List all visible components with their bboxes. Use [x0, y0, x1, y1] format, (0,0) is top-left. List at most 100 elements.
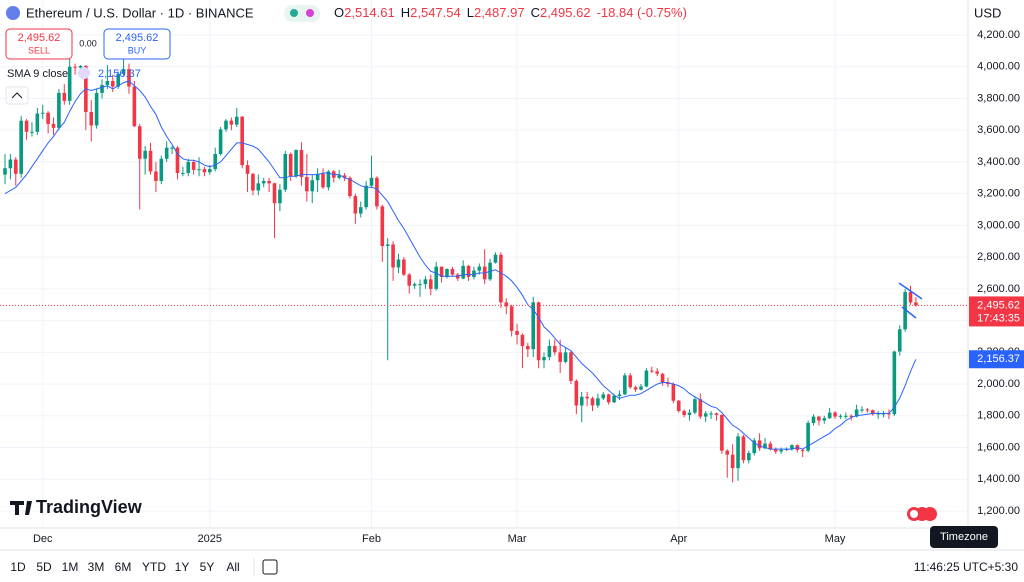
- candle-body: [310, 180, 315, 192]
- countdown: 17:43:35: [977, 312, 1020, 324]
- candle-body: [261, 180, 266, 184]
- legend-key: H: [401, 5, 410, 20]
- y-tick-label: 4,000.00: [977, 61, 1020, 73]
- range-button[interactable]: 5Y: [200, 560, 215, 574]
- y-tick-label: 2,600.00: [977, 283, 1020, 295]
- candle-body: [272, 183, 277, 204]
- candle-body: [671, 384, 676, 401]
- candle-body: [881, 413, 886, 415]
- candle-body: [100, 84, 104, 93]
- range-button[interactable]: 6M: [115, 560, 132, 574]
- sma-settings[interactable]: [78, 67, 90, 79]
- y-tick-label: 3,400.00: [977, 156, 1020, 168]
- candle-body: [143, 150, 147, 159]
- y-tick-label: 1,200.00: [977, 505, 1020, 517]
- legend-value: 2,495.62: [540, 5, 591, 20]
- candle-body: [650, 370, 654, 372]
- candle-body: [305, 177, 309, 192]
- candle-body: [515, 330, 519, 335]
- y-tick-label: 3,800.00: [977, 92, 1020, 104]
- candle-body: [520, 334, 525, 346]
- market-status: [290, 9, 298, 17]
- candle-body: [714, 413, 719, 416]
- candle-body: [811, 416, 816, 423]
- candle-body: [283, 154, 288, 190]
- candle-body: [380, 206, 385, 247]
- candle-body: [558, 352, 562, 362]
- candle-body: [337, 175, 341, 178]
- brand: TradingView: [36, 497, 143, 517]
- candle-body: [197, 169, 201, 171]
- candle-body: [202, 169, 207, 173]
- data-status: [306, 9, 314, 17]
- candle-body: [617, 394, 622, 396]
- candle-body: [504, 302, 509, 307]
- range-button[interactable]: 5D: [36, 560, 52, 574]
- flags: [907, 507, 937, 521]
- candle-body: [208, 169, 212, 173]
- currency[interactable]: USD: [974, 5, 1001, 20]
- candle-body: [865, 409, 870, 411]
- x-tick-label: Mar: [508, 533, 527, 545]
- candle-body: [3, 168, 7, 175]
- candle-body: [827, 412, 832, 419]
- candle-body: [730, 454, 735, 469]
- x-tick-label: Apr: [670, 533, 687, 545]
- candle-body: [30, 131, 34, 133]
- candle-body: [402, 259, 406, 275]
- candle-body: [639, 386, 643, 390]
- y-tick-label: 2,000.00: [977, 378, 1020, 390]
- y-tick-label: 2,800.00: [977, 251, 1020, 263]
- buy-button[interactable]: [103, 28, 171, 60]
- plot-area: [0, 49, 968, 483]
- trend-drawing[interactable]: [898, 282, 923, 300]
- candle-body: [585, 396, 589, 399]
- candle-body: [887, 413, 891, 415]
- candle-body: [418, 284, 422, 286]
- trend-drawing[interactable]: [901, 306, 917, 319]
- candle-body: [849, 415, 854, 417]
- range-button[interactable]: 3M: [88, 560, 105, 574]
- status-pill[interactable]: [284, 5, 320, 22]
- range-button[interactable]: 1D: [10, 560, 26, 574]
- candle-body: [703, 413, 708, 417]
- candle-body: [40, 112, 45, 114]
- candle-body: [137, 126, 142, 159]
- candle-body: [682, 411, 686, 416]
- candle-body: [407, 274, 412, 286]
- buy-label: BUY: [128, 45, 147, 55]
- candle-body: [579, 396, 584, 406]
- candle-body: [844, 415, 848, 417]
- collapse-button[interactable]: [5, 86, 29, 105]
- clock[interactable]: 11:46:25 UTC+5:30: [914, 560, 1019, 574]
- candle-body: [132, 86, 137, 127]
- candle-body: [644, 370, 649, 387]
- sell-button[interactable]: [5, 28, 73, 60]
- date-range-button[interactable]: [262, 559, 278, 575]
- candle-body: [186, 161, 191, 174]
- candle-body: [822, 418, 827, 421]
- symbol-icon: [6, 6, 20, 20]
- tooltip-text: Timezone: [940, 531, 988, 543]
- candle-body: [218, 129, 223, 154]
- range-button[interactable]: YTD: [142, 560, 166, 574]
- last-price-box: [969, 296, 1024, 327]
- candle-body: [472, 270, 476, 277]
- candle-body: [892, 351, 897, 415]
- brand-logo: [10, 501, 32, 515]
- toolbar: [0, 550, 1024, 582]
- candle-body: [747, 453, 751, 461]
- y-tick-label: 1,400.00: [977, 473, 1020, 485]
- candle-body: [687, 412, 692, 416]
- candle-body: [321, 173, 325, 188]
- range-button[interactable]: 1M: [62, 560, 79, 574]
- candle-body: [509, 306, 514, 331]
- candle-body: [191, 161, 196, 170]
- range-button[interactable]: All: [226, 560, 239, 574]
- candle-body: [817, 416, 821, 421]
- candle-body: [288, 154, 293, 177]
- candle-body: [445, 269, 449, 277]
- range-button[interactable]: 1Y: [175, 560, 190, 574]
- candle-body: [752, 440, 757, 454]
- candle-body: [423, 279, 428, 285]
